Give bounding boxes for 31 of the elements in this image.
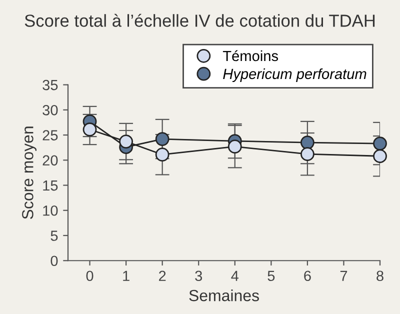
y-axis-title: Score moyen — [22, 126, 37, 220]
x-tick-label: 0 — [86, 270, 94, 282]
x-axis-title: Semaines — [189, 289, 259, 302]
point — [373, 149, 387, 164]
chart-title: Score total à l’échelle IV de cotation du TDAH — [24, 14, 375, 27]
legend-label: Hypericum perforatum — [223, 68, 366, 82]
legend-label: Témoins — [222, 50, 278, 62]
y-tick-label: 35 — [42, 80, 58, 90]
x-tick-label: 1 — [123, 270, 130, 281]
point — [300, 147, 314, 162]
x-tick-label: 5 — [268, 270, 275, 282]
x-tick-label: 7 — [340, 270, 348, 281]
x-tick-label: 8 — [376, 270, 384, 282]
x-tick-label: 3 — [195, 270, 202, 282]
point — [82, 122, 97, 136]
point — [373, 136, 387, 151]
y-tick-label: 30 — [42, 105, 58, 116]
y-tick-label: 0 — [50, 256, 58, 266]
y-tick-label: 10 — [43, 205, 58, 216]
x-tick-label: 2 — [159, 270, 166, 281]
y-tick-label: 5 — [50, 230, 58, 241]
point — [228, 140, 242, 154]
point — [300, 136, 314, 150]
y-tick-label: 15 — [43, 180, 58, 191]
x-tick-label: 6 — [304, 270, 311, 282]
point — [155, 132, 170, 146]
point — [119, 134, 133, 148]
point — [155, 148, 170, 162]
x-tick-label: 4 — [231, 270, 239, 281]
y-tick-label: 20 — [42, 155, 58, 166]
y-tick-label: 25 — [42, 130, 58, 140]
